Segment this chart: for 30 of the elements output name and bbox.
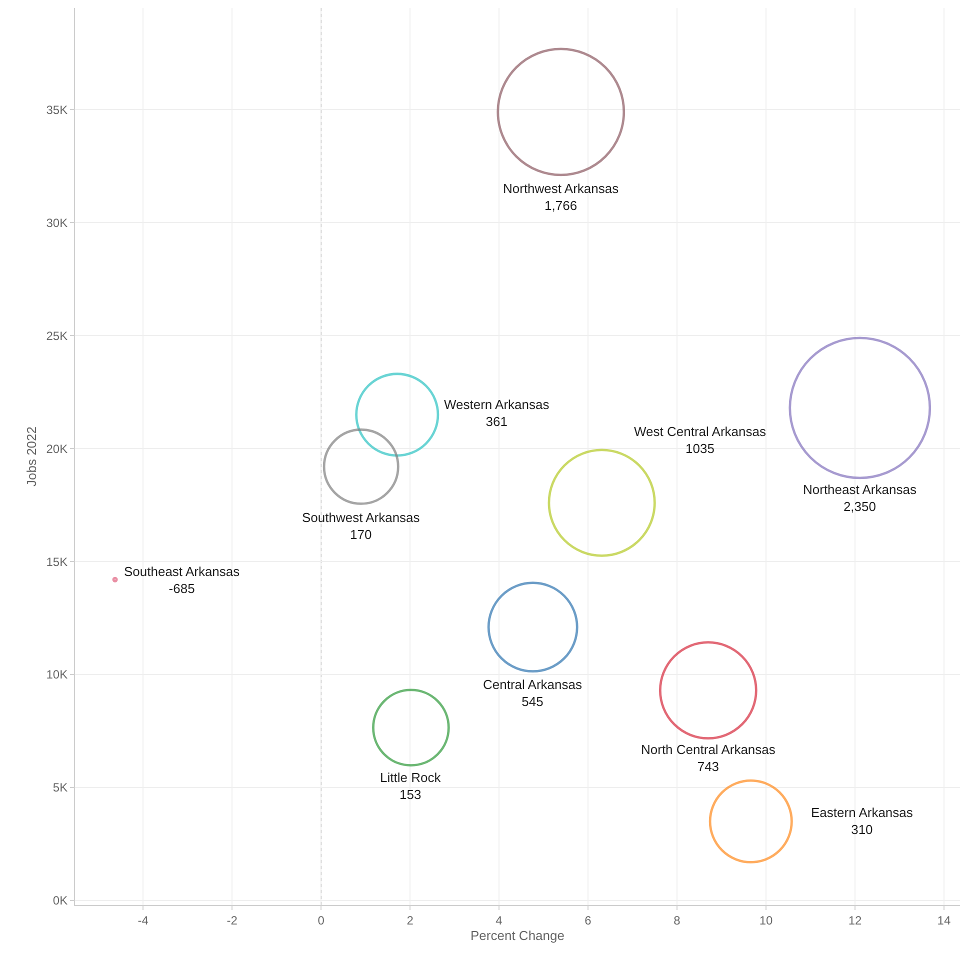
y-tick-label: 30K — [46, 216, 68, 230]
y-tick-label: 25K — [46, 328, 68, 343]
y-tick-label: 15K — [46, 554, 68, 569]
x-tick-label: -4 — [138, 913, 149, 928]
x-tick-label: 8 — [674, 913, 681, 928]
annotation: Northeast Arkansas 2,350 — [803, 482, 917, 514]
x-tick-label: 12 — [848, 913, 862, 928]
x-tick-label: 4 — [496, 913, 503, 928]
annotation: North Central Arkansas 743 — [641, 742, 776, 774]
x-tick-label: 14 — [937, 913, 951, 928]
annotation: Central Arkansas 545 — [483, 677, 582, 709]
y-tick-label: 0K — [52, 894, 68, 908]
annotation: West Central Arkansas 1035 — [634, 424, 766, 456]
y-tick-label: 35K — [46, 102, 68, 117]
x-tick-label: -2 — [226, 913, 238, 928]
y-axis-title: Jobs 2022 — [24, 426, 40, 486]
annotation: Southeast Arkansas -685 — [124, 564, 240, 596]
x-tick-label: 6 — [584, 913, 592, 928]
y-tick-label: 5K — [52, 780, 68, 795]
annotation: Southwest Arkansas 170 — [302, 510, 420, 542]
x-tick-label: 2 — [406, 913, 414, 928]
annotation: Eastern Arkansas 310 — [811, 805, 914, 837]
annotation: Western Arkansas 361 — [444, 397, 550, 429]
x-tick-label: 10 — [759, 913, 773, 928]
y-tick-label: 20K — [46, 442, 68, 456]
y-tick-label: 10K — [46, 668, 68, 682]
annotation: Little Rock 153 — [380, 770, 442, 802]
x-axis-title: Percent Change — [470, 928, 564, 943]
annotation: Northwest Arkansas 1,766 — [503, 181, 620, 213]
x-tick-label: 0 — [318, 913, 325, 928]
